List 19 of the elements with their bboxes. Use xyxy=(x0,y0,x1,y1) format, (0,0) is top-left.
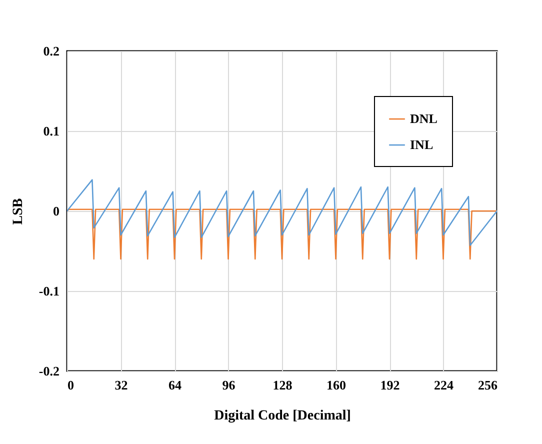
y-tick-label: 0.1 xyxy=(43,124,60,138)
y-tick-label: -0.2 xyxy=(38,364,60,378)
x-tick-label: 32 xyxy=(114,378,128,392)
x-axis-title: Digital Code [Decimal] xyxy=(214,408,351,424)
x-tick-label: 96 xyxy=(222,378,236,392)
x-tick-label: 128 xyxy=(272,378,293,392)
y-tick-label: -0.1 xyxy=(38,284,60,298)
x-tick-label: 192 xyxy=(380,378,400,392)
x-tick-label: 0 xyxy=(68,378,74,392)
x-tick-label: 256 xyxy=(478,378,498,392)
y-tick-label: 0.2 xyxy=(43,44,60,58)
y-axis-title: LSB xyxy=(10,198,26,225)
x-tick-label: 160 xyxy=(326,378,346,392)
line-series xyxy=(67,179,497,246)
y-tick-label: 0 xyxy=(53,204,60,218)
x-tick-label: 64 xyxy=(168,378,182,392)
x-tick-label: 224 xyxy=(434,378,454,392)
legend-label: DNL xyxy=(410,111,438,126)
legend-label: INL xyxy=(410,137,434,152)
